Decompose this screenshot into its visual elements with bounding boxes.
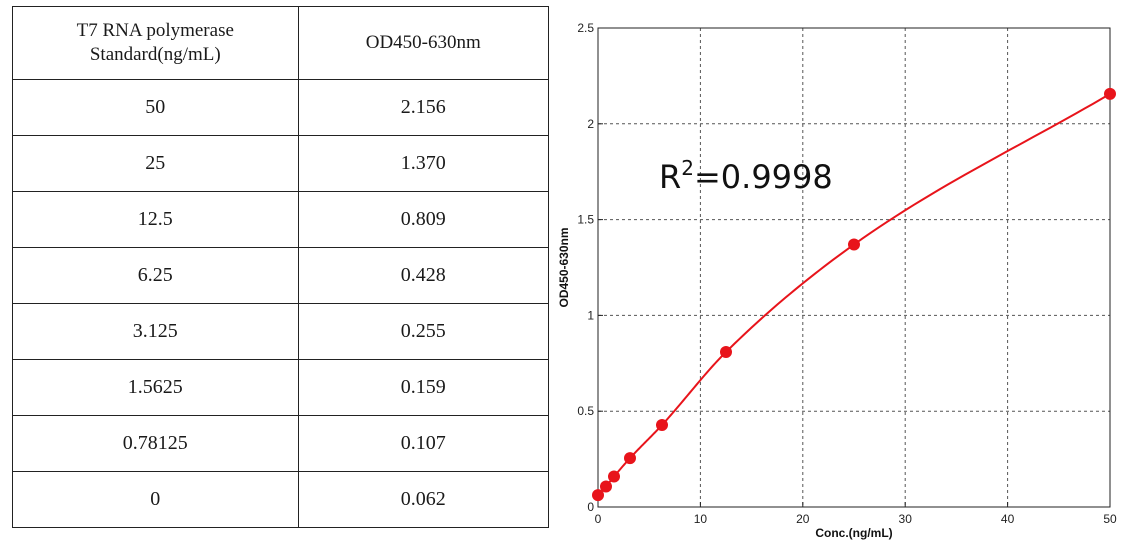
x-axis-ticks: 0 10 20 30 40 50 xyxy=(595,502,1117,526)
data-point xyxy=(608,470,620,483)
data-point xyxy=(600,480,612,493)
x-tick-label: 30 xyxy=(899,512,913,526)
cell-od: 0.107 xyxy=(297,415,550,472)
r-squared-annotation: R2=0.9998 xyxy=(659,156,833,196)
cell-concentration: 25 xyxy=(12,135,299,192)
chart-grid xyxy=(598,28,1110,507)
data-point xyxy=(1104,87,1116,100)
x-tick-label: 10 xyxy=(694,512,708,526)
cell-od: 0.809 xyxy=(297,191,550,248)
table-row: 50 2.156 xyxy=(12,79,550,136)
table-row: 1.5625 0.159 xyxy=(12,359,550,416)
x-tick-label: 20 xyxy=(796,512,810,526)
cell-concentration: 0.78125 xyxy=(12,415,299,472)
cell-od: 0.159 xyxy=(297,359,550,416)
cell-concentration: 1.5625 xyxy=(12,359,299,416)
y-tick-label: 0 xyxy=(587,500,594,514)
table-header-row: T7 RNA polymerase Standard(ng/mL) OD450-… xyxy=(12,6,550,80)
data-point xyxy=(848,238,860,251)
data-point xyxy=(656,418,668,431)
standard-curve-chart: 0 10 20 30 40 50 00.511.522.5 R2=0.9998 Conc.… xyxy=(557,21,1117,540)
x-axis-label: Conc.(ng/mL) xyxy=(815,526,892,540)
y-tick-label: 1.5 xyxy=(577,213,594,227)
table-row: 6.25 0.428 xyxy=(12,247,550,304)
y-tick-label: 1 xyxy=(587,308,594,322)
plot-frame xyxy=(597,27,1111,508)
data-point xyxy=(592,489,604,502)
header-od: OD450-630nm xyxy=(297,6,550,80)
standard-table: T7 RNA polymerase Standard(ng/mL) OD450-… xyxy=(12,6,550,528)
table-row: 0 0.062 xyxy=(12,471,550,528)
data-points xyxy=(592,87,1116,502)
table-row: 3.125 0.255 xyxy=(12,303,550,360)
cell-od: 0.062 xyxy=(297,471,550,528)
cell-concentration: 50 xyxy=(12,79,299,136)
table-row: 25 1.370 xyxy=(12,135,550,192)
x-tick-label: 0 xyxy=(595,512,602,526)
cell-od: 0.428 xyxy=(297,247,550,304)
data-point xyxy=(720,345,732,358)
data-point xyxy=(624,452,636,465)
x-tick-label: 50 xyxy=(1103,512,1117,526)
fit-curve xyxy=(597,93,1111,496)
y-tick-label: 2 xyxy=(587,117,594,131)
table-row: 0.78125 0.107 xyxy=(12,415,550,472)
cell-od: 2.156 xyxy=(297,79,550,136)
r2-value: =0.9998 xyxy=(694,158,833,196)
header-concentration-line1: T7 RNA polymerase xyxy=(76,20,234,41)
cell-od: 1.370 xyxy=(297,135,550,192)
r2-superscript: 2 xyxy=(681,156,694,180)
table-row: 12.5 0.809 xyxy=(12,191,550,248)
y-axis-label: OD450-630nm xyxy=(557,227,571,307)
y-tick-label: 0.5 xyxy=(577,404,594,418)
cell-concentration: 0 xyxy=(12,471,299,528)
cell-od: 0.255 xyxy=(297,303,550,360)
cell-concentration: 6.25 xyxy=(12,247,299,304)
cell-concentration: 12.5 xyxy=(12,191,299,248)
header-concentration: T7 RNA polymerase Standard(ng/mL) xyxy=(12,6,299,80)
r2-prefix: R xyxy=(659,158,681,196)
y-tick-label: 2.5 xyxy=(577,21,594,35)
x-tick-label: 40 xyxy=(1001,512,1015,526)
cell-concentration: 3.125 xyxy=(12,303,299,360)
header-concentration-line2: Standard(ng/mL) xyxy=(89,44,221,65)
y-axis-ticks: 0 0.5 1 1.5 2 2.5 xyxy=(577,21,603,514)
